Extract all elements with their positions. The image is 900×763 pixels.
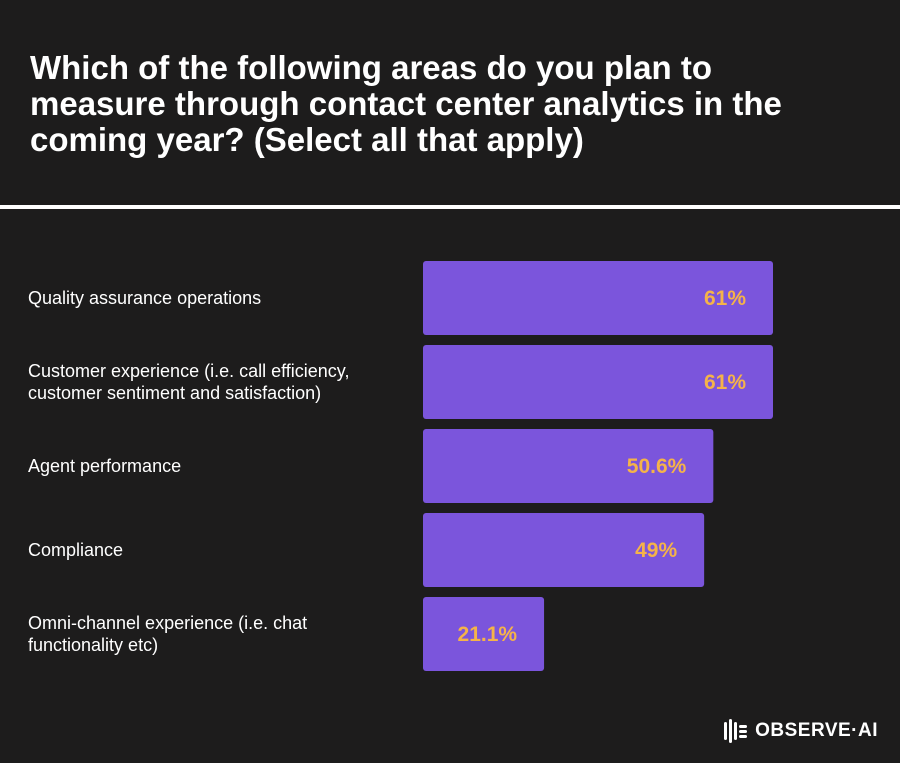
bar: [423, 597, 545, 671]
category-label: Omni-channel experience (i.e. chat: [28, 613, 307, 633]
bar-value-label: 61%: [704, 287, 746, 310]
category-label: customer sentiment and satisfaction): [28, 383, 321, 403]
chart-title: Which of the following areas do you plan…: [30, 49, 782, 158]
bar: [423, 261, 773, 335]
brand-name: OBSERVE·AI: [755, 720, 878, 741]
bar-value-label: 50.6%: [627, 455, 687, 478]
brand-logo: OBSERVE·AI: [723, 719, 878, 743]
bar-value-label: 49%: [635, 539, 677, 562]
category-label: Compliance: [28, 540, 123, 560]
bar: [423, 513, 705, 587]
category-label: Quality assurance operations: [28, 288, 261, 308]
bar-value-label: 61%: [704, 371, 746, 394]
observe-ai-logo-icon: [724, 719, 748, 743]
category-label: functionality etc): [28, 635, 158, 655]
category-label: Agent performance: [28, 456, 181, 476]
bar-value-label: 21.1%: [458, 623, 518, 646]
bar: [423, 429, 714, 503]
category-label: Customer experience (i.e. call efficienc…: [28, 361, 349, 381]
bar: [423, 345, 773, 419]
title-divider: [0, 205, 900, 209]
